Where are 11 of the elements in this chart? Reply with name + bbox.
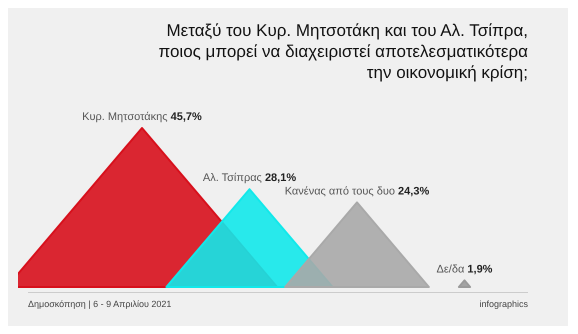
category-label: Κανένας από τους δυο (284, 185, 398, 198)
category-label: Κυρ. Μητσοτάκης (82, 111, 171, 123)
data-label: 28,1% (264, 172, 296, 184)
category-label: Δε/δα (436, 263, 468, 276)
data-label: 24,3% (398, 185, 430, 198)
data-label: 45,7% (170, 111, 202, 123)
data-label: 1,9% (467, 263, 493, 276)
text: infographics (479, 299, 528, 309)
category-label: Αλ. Τσίπρας (202, 172, 265, 184)
text: Μεταξύ του Κυρ. Μητσοτάκη και του Αλ. Τσίπρα, ποιος μπορεί να διαχειριστεί αποτελεσματικότερα την οικονομική κρίση; (157, 20, 528, 83)
text: Δημοσκόπηση | 6 - 9 Απριλίου 2021 (28, 299, 172, 309)
